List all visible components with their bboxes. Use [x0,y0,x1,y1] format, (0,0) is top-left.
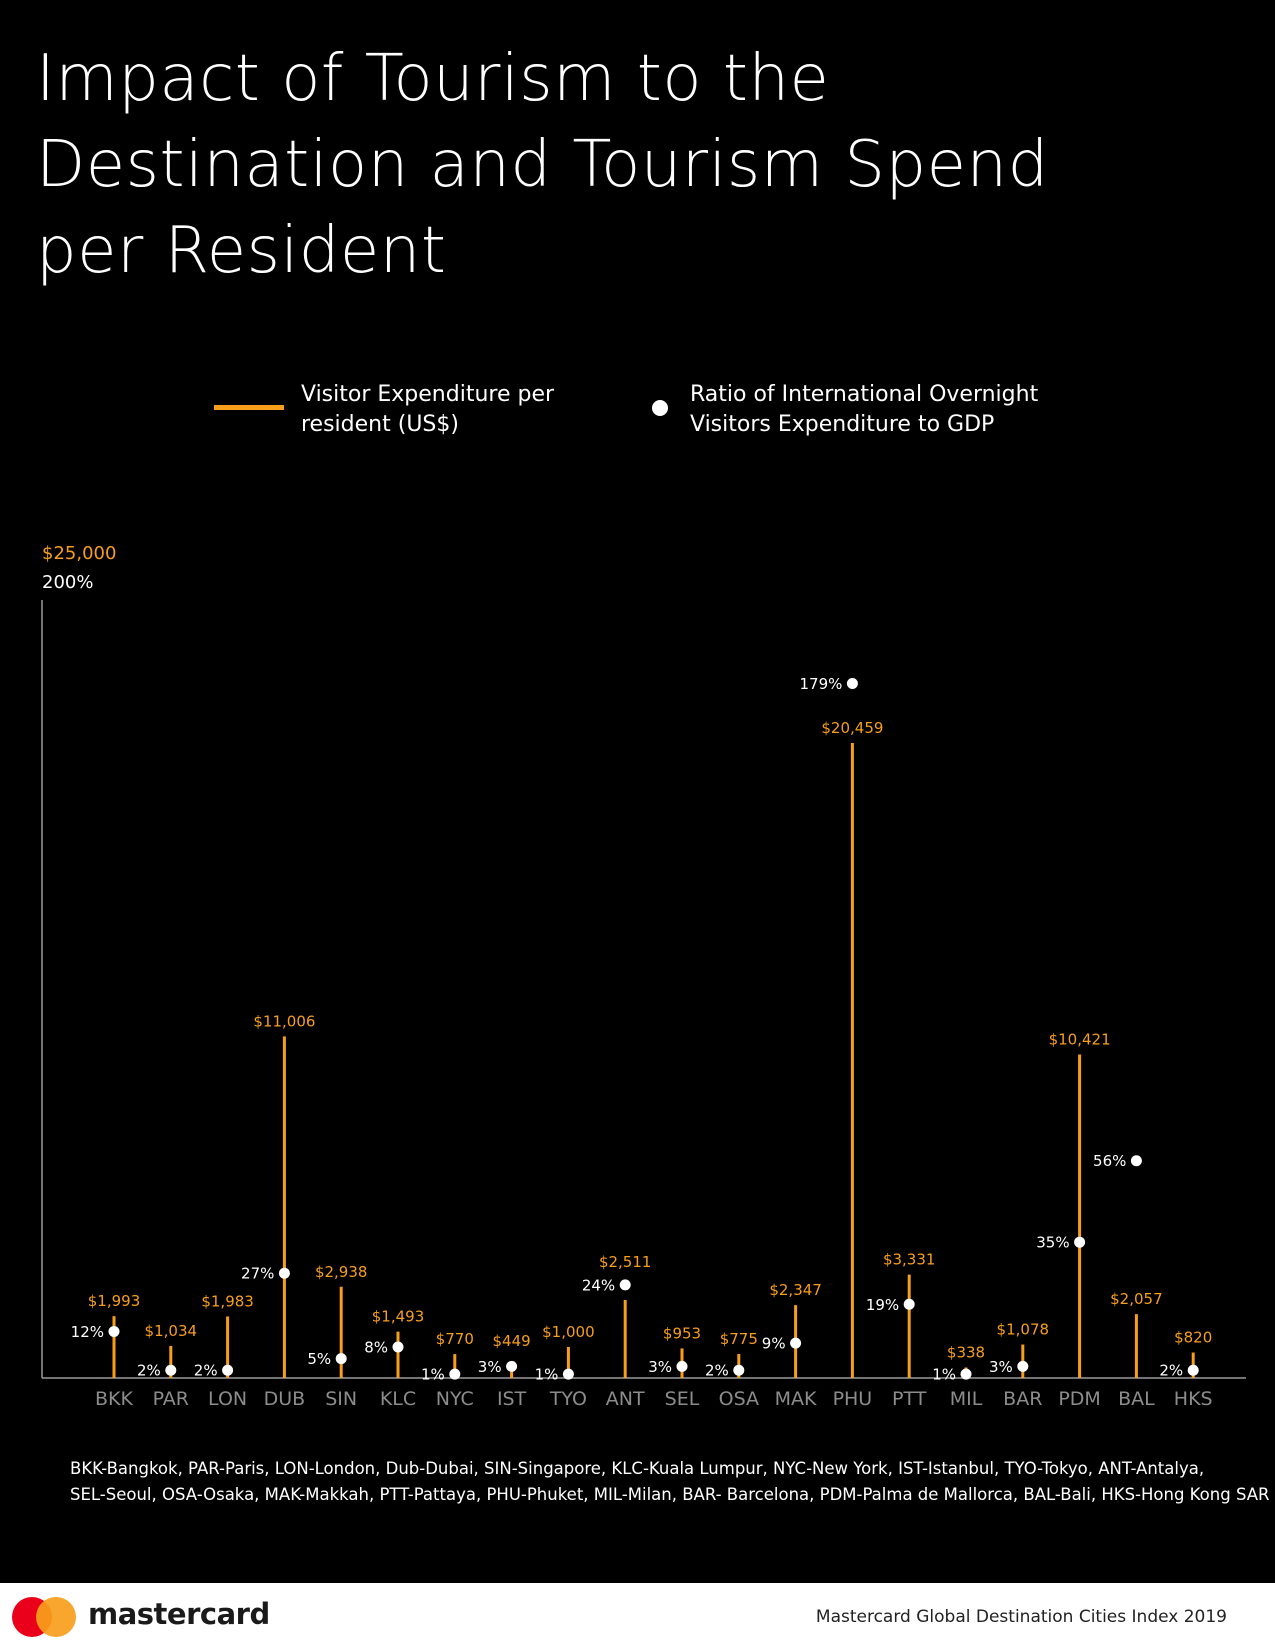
bar-value-label-PDM: $10,421 [1049,1031,1111,1049]
x-tick-label-HKS: HKS [1174,1388,1213,1410]
y-axis-max-expenditure-label: $25,000 [42,543,116,564]
ratio-dot-SEL [676,1360,688,1372]
ratio-label-OSA: 2% [705,1362,729,1380]
ratio-dot-PAR [165,1364,177,1376]
ratio-dot-MAK [790,1337,802,1349]
ratio-label-NYC: 1% [421,1366,445,1384]
x-tick-label-DUB: DUB [264,1388,306,1410]
ratio-label-IST: 3% [478,1358,502,1376]
expenditure-legend-label: Visitor Expenditure per resident (US$) [301,382,555,437]
ratio-label-PHU: 179% [800,675,843,693]
ratio-label-BAR: 3% [989,1358,1013,1376]
ratio-dot-PHU [846,677,858,689]
bar-value-label-PHU: $20,459 [821,719,883,737]
x-tick-label-BAR: BAR [1003,1388,1042,1410]
bar-value-label-HKS: $820 [1174,1329,1212,1347]
ratio-dot-OSA [733,1364,745,1376]
ratio-legend-swatch [652,400,668,416]
bar-value-label-SIN: $2,938 [315,1263,368,1281]
ratio-legend-label: Ratio of International Overnight Visitor… [690,382,1039,437]
x-tick-label-TYO: TYO [549,1388,587,1410]
x-tick-label-BAL: BAL [1118,1388,1155,1410]
bar-value-label-OSA: $775 [720,1330,758,1348]
bar-value-label-SEL: $953 [663,1324,701,1342]
ratio-dot-LON [222,1364,234,1376]
bar-value-label-BAL: $2,057 [1110,1290,1163,1308]
ratio-label-PAR: 2% [137,1362,161,1380]
ratio-dot-TYO [562,1368,574,1380]
x-tick-label-PHU: PHU [833,1388,873,1410]
bar-value-label-PTT: $3,331 [883,1251,936,1269]
ratio-dot-BAL [1130,1155,1142,1167]
ratio-dot-BKK [108,1325,120,1337]
ratio-label-MIL: 1% [932,1366,956,1384]
ratio-dot-BAR [1017,1360,1029,1372]
bar-value-label-MAK: $2,347 [769,1281,822,1299]
ratio-dot-HKS [1187,1364,1199,1376]
ratio-label-BAL: 56% [1093,1152,1126,1170]
ratio-label-SEL: 3% [648,1358,672,1376]
ratio-label-KLC: 8% [364,1338,388,1356]
source-note: Mastercard Global Destination Cities Ind… [815,1607,1227,1627]
x-tick-label-KLC: KLC [380,1388,416,1410]
x-tick-label-OSA: OSA [719,1388,759,1410]
page-title: Impact of Tourism to the Destination and… [36,42,1049,288]
x-tick-label-BKK: BKK [95,1388,133,1410]
bar-value-label-KLC: $1,493 [372,1308,425,1326]
ratio-dot-ANT [619,1279,631,1291]
x-tick-label-IST: IST [497,1388,527,1410]
x-tick-label-PTT: PTT [892,1388,927,1410]
bar-value-label-PAR: $1,034 [145,1322,198,1340]
chart: $25,000 200% $1,993 12% BKK $1,034 2% PAR $1,983… [41,543,1246,1410]
ratio-dot-KLC [392,1341,404,1353]
bar-value-label-ANT: $2,511 [599,1253,652,1271]
x-tick-label-ANT: ANT [606,1388,645,1410]
ratio-dot-PDM [1074,1236,1086,1248]
bar-value-label-BAR: $1,078 [997,1321,1050,1339]
x-tick-label-NYC: NYC [436,1388,474,1410]
y-axis-max-ratio-label: 200% [42,572,93,593]
ratio-dot-SIN [335,1353,347,1365]
ratio-label-MAK: 9% [762,1335,786,1353]
bar-value-label-LON: $1,983 [201,1292,254,1310]
ratio-label-LON: 2% [194,1362,218,1380]
ratio-dot-DUB [278,1267,290,1279]
abbreviations-note: BKK-Bangkok, PAR-Paris, LON-London, Dub-… [70,1459,1270,1504]
x-tick-label-PAR: PAR [153,1388,189,1410]
bar-value-label-MIL: $338 [947,1344,985,1362]
ratio-label-SIN: 5% [307,1350,331,1368]
ratio-label-DUB: 27% [241,1265,274,1283]
x-tick-label-SIN: SIN [325,1388,357,1410]
ratio-label-PDM: 35% [1036,1234,1069,1252]
bar-value-label-IST: $449 [493,1332,531,1350]
ratio-dot-PTT [903,1298,915,1310]
bar-value-label-TYO: $1,000 [542,1323,595,1341]
ratio-label-ANT: 24% [582,1276,615,1294]
footer: mastercard Mastercard Global Destination… [0,1583,1275,1650]
ratio-label-TYO: 1% [535,1366,559,1384]
x-tick-label-SEL: SEL [665,1388,700,1410]
ratio-dot-IST [506,1360,518,1372]
x-tick-label-MIL: MIL [950,1388,983,1410]
x-tick-label-MAK: MAK [775,1388,817,1410]
ratio-dot-NYC [449,1368,461,1380]
bar-value-label-NYC: $770 [436,1330,474,1348]
ratio-dot-MIL [960,1368,972,1380]
ratio-label-BKK: 12% [71,1323,104,1341]
brand-wordmark: mastercard [88,1597,270,1631]
x-tick-label-PDM: PDM [1058,1388,1100,1410]
ratio-label-PTT: 19% [866,1296,899,1314]
ratio-label-HKS: 2% [1159,1362,1183,1380]
bar-value-label-DUB: $11,006 [253,1012,315,1030]
x-tick-label-LON: LON [208,1388,247,1410]
expenditure-legend-swatch [214,405,284,410]
bar-value-label-BKK: $1,993 [88,1292,141,1310]
